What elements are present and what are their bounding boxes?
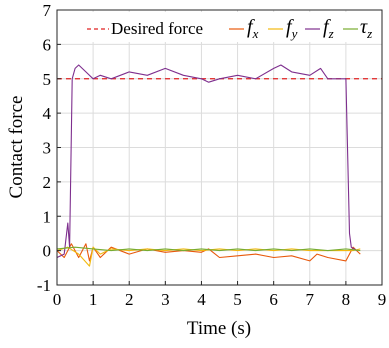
legend: Desired force fx fy fz τz <box>84 12 380 42</box>
x-tick-label: 1 <box>89 290 98 309</box>
y-tick-label: 6 <box>43 35 52 54</box>
legend-label-fy: fy <box>286 16 298 41</box>
x-tick-label: 4 <box>197 290 206 309</box>
y-tick-label: 5 <box>43 70 52 89</box>
y-axis-title: Contact force <box>6 96 27 199</box>
x-tick-label: 6 <box>269 290 278 309</box>
y-tick-label: 7 <box>43 1 52 20</box>
legend-box <box>84 12 380 42</box>
y-tick-label: 0 <box>43 242 52 261</box>
x-tick-label: 0 <box>53 290 62 309</box>
legend-label-fx: fx <box>247 16 259 41</box>
legend-label-tauz: τz <box>360 16 372 41</box>
x-axis-title: Time (s) <box>187 318 251 339</box>
x-tick-label: 2 <box>125 290 134 309</box>
series-line-fz <box>56 64 357 258</box>
legend-label-fz: fz <box>323 16 334 41</box>
y-tick-label: -1 <box>37 276 51 295</box>
x-tick-label: 9 <box>378 290 387 309</box>
x-tick-label: 5 <box>233 290 242 309</box>
y-tick-label: 1 <box>43 207 52 226</box>
y-tick-label: 2 <box>43 173 52 192</box>
series-layer <box>56 64 382 267</box>
y-tick-label: 4 <box>43 104 52 123</box>
y-tick-label: 3 <box>43 139 52 158</box>
legend-label-desired-force: Desired force <box>111 19 203 38</box>
series-line-fx <box>56 243 361 262</box>
x-tick-label: 8 <box>342 290 351 309</box>
x-tick-label: 3 <box>161 290 170 309</box>
series-line-tauz <box>56 246 361 252</box>
x-tick-label: 7 <box>306 290 315 309</box>
